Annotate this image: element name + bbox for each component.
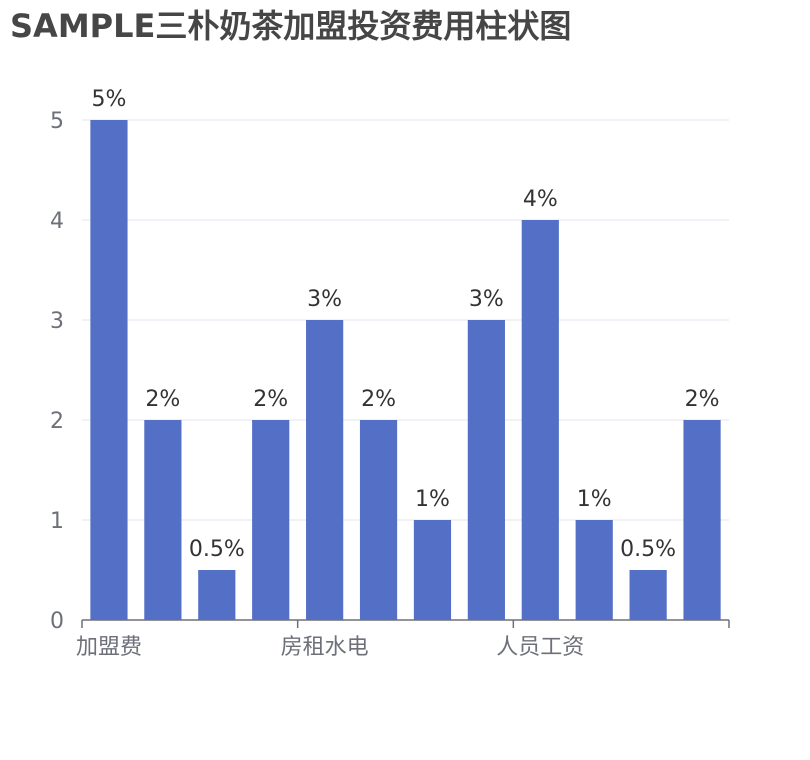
x-tick-label: 人员工资 — [496, 635, 584, 660]
grid-lines — [82, 119, 729, 521]
bar-data-label: 3% — [469, 287, 504, 312]
bar-data-label: 0.5% — [189, 537, 245, 562]
bars — [90, 120, 721, 620]
bar — [575, 520, 613, 620]
y-tick-label: 5 — [50, 109, 64, 134]
bar — [359, 420, 398, 620]
bar-data-label: 5% — [92, 87, 127, 112]
x-axis-ticks: 加盟费 房租水电 人员工资 — [76, 635, 584, 660]
bar-data-label: 0.5% — [620, 537, 676, 562]
data-labels: 5% 2% 0.5% 2% 3% 2% 1% 3% 4% 1% 0.5% 2% — [92, 87, 720, 562]
bar — [413, 520, 452, 620]
bar-data-label: 2% — [685, 387, 720, 412]
bar-data-label: 1% — [577, 487, 612, 512]
bar — [683, 420, 721, 620]
bar-data-label: 2% — [361, 387, 396, 412]
bar — [144, 420, 182, 620]
bar — [90, 120, 128, 620]
bar — [629, 570, 667, 620]
x-tick-label: 加盟费 — [76, 635, 142, 660]
bar — [467, 320, 505, 620]
bar — [521, 220, 559, 620]
y-tick-label: 2 — [50, 409, 64, 434]
y-tick-label: 1 — [50, 509, 64, 534]
bar-data-label: 4% — [523, 187, 558, 212]
bar — [252, 420, 290, 620]
bar-data-label: 2% — [145, 387, 180, 412]
chart-title: SAMPLE三朴奶茶加盟投资费用柱状图 — [10, 7, 572, 45]
y-axis-ticks: 0 1 2 3 4 5 — [50, 109, 64, 634]
y-tick-label: 3 — [50, 309, 64, 334]
bar-data-label: 2% — [253, 387, 288, 412]
bar — [306, 320, 344, 620]
x-axis — [81, 619, 730, 628]
y-tick-label: 4 — [50, 209, 64, 234]
y-tick-label: 0 — [50, 609, 64, 634]
bar-data-label: 1% — [415, 487, 450, 512]
bar-data-label: 3% — [307, 287, 342, 312]
x-tick-label: 房租水电 — [281, 635, 369, 660]
bar — [198, 570, 236, 620]
